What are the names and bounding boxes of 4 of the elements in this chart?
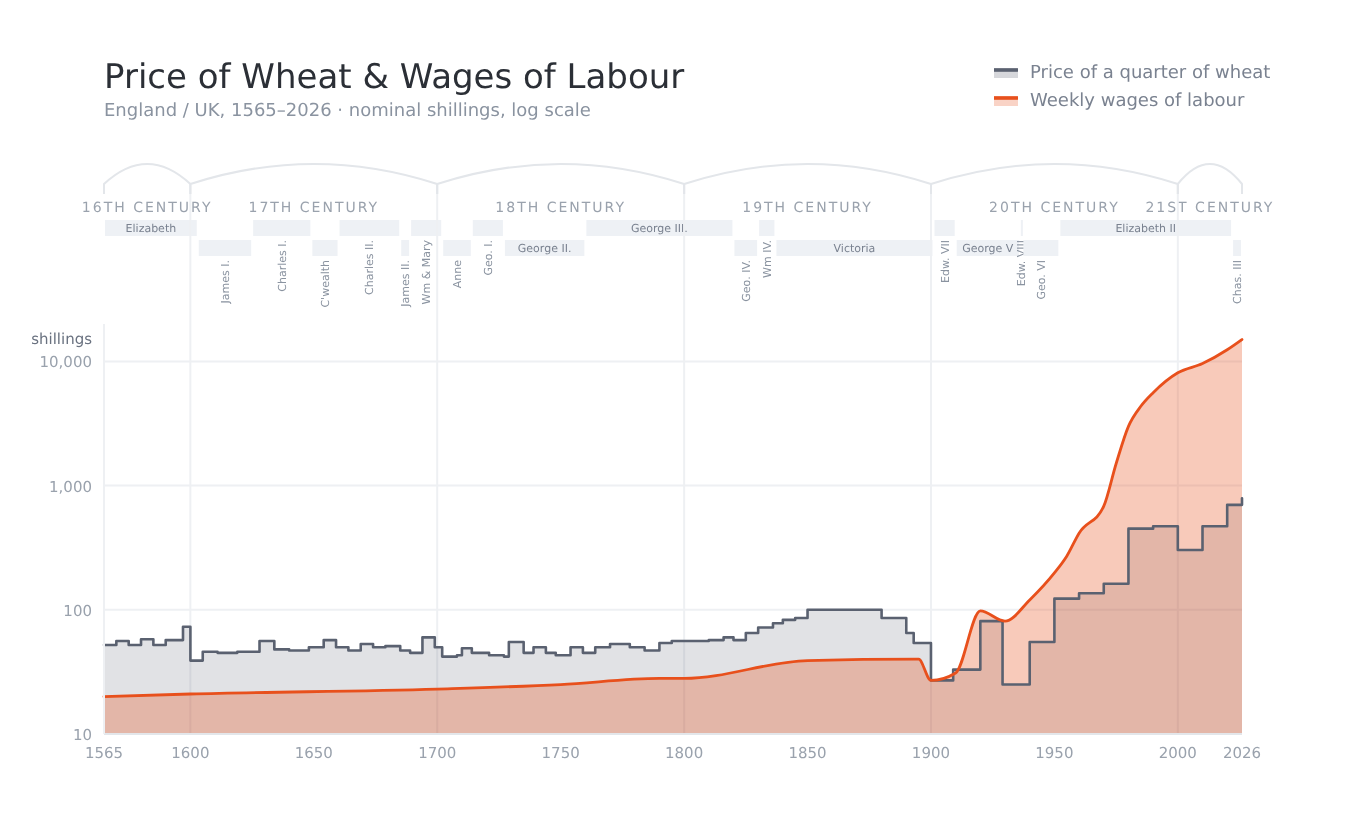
chart-title: Price of Wheat & Wages of Labour [104, 58, 685, 98]
legend-label: Weekly wages of labour [1030, 92, 1245, 112]
legend-label: Price of a quarter of wheat [1030, 64, 1272, 84]
chart-subtitle: England / UK, 1565–2026 · nominal shillings, log scale [104, 102, 592, 122]
